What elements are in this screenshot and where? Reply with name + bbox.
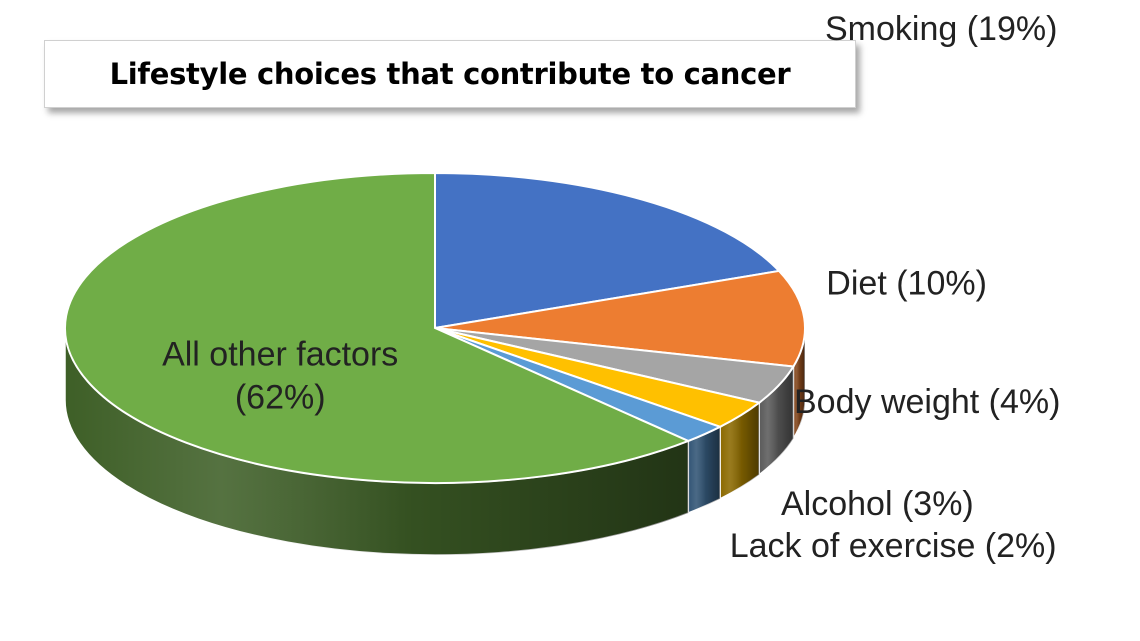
pie-slice-diet xyxy=(434,269,806,368)
data-label-smoking: Smoking (19%) xyxy=(825,10,1057,48)
pie-slice-smoking xyxy=(434,171,782,330)
pie-side-shading-lack-of-exercise xyxy=(688,426,721,513)
data-label-body-weight: Body weight (4%) xyxy=(794,383,1060,421)
data-label-all-other-factors-line-2: (62%) xyxy=(235,379,326,417)
data-label-all-other-factors-line-1: All other factors xyxy=(162,336,398,374)
chart-title-box: Lifestyle choices that contribute to can… xyxy=(44,40,856,108)
pie-slice-all-other-factors xyxy=(64,171,691,484)
pie-side-shading-alcohol xyxy=(720,402,760,499)
data-label-lack-of-exercise: Lack of exercise (2%) xyxy=(730,527,1057,565)
data-label-diet: Diet (10%) xyxy=(826,264,987,302)
pie-side-shading-diet xyxy=(793,328,805,439)
data-label-alcohol: Alcohol (3%) xyxy=(781,485,974,523)
pie-side-shading-all-other-factors xyxy=(65,328,689,555)
chart-title: Lifestyle choices that contribute to can… xyxy=(109,57,791,91)
pie-side-shading-body-weight xyxy=(759,366,794,475)
